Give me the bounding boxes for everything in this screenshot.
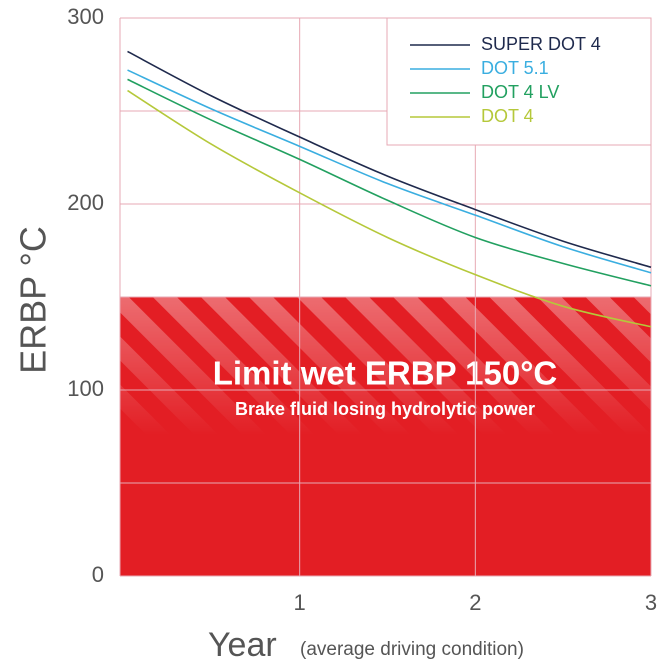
limit-text: Brake fluid losing hydrolytic power bbox=[235, 399, 535, 419]
y-tick-label: 200 bbox=[67, 190, 104, 215]
y-tick-label: 100 bbox=[67, 376, 104, 401]
legend-label: DOT 4 bbox=[481, 106, 534, 126]
hatch bbox=[120, 297, 651, 437]
legend-label: DOT 4 LV bbox=[481, 82, 559, 102]
legend-label: DOT 5.1 bbox=[481, 58, 549, 78]
series-line bbox=[127, 89, 652, 328]
y-axis-label: ERBP °C bbox=[13, 226, 54, 374]
legend-label: SUPER DOT 4 bbox=[481, 34, 601, 54]
y-tick-label: 0 bbox=[92, 562, 104, 587]
series-line bbox=[127, 50, 652, 269]
x-tick-label: 2 bbox=[469, 590, 481, 615]
limit-title: Limit wet ERBP 150°C bbox=[213, 355, 558, 392]
x-tick-label: 1 bbox=[294, 590, 306, 615]
y-tick-label: 300 bbox=[67, 4, 104, 29]
legend-box bbox=[386, 17, 652, 146]
x-axis-label: Year bbox=[208, 626, 277, 664]
x-axis-note: (average driving condition) bbox=[300, 639, 524, 660]
hatch-stripes bbox=[120, 297, 651, 437]
series-line bbox=[127, 69, 652, 274]
series-line bbox=[127, 78, 652, 287]
x-tick-label: 3 bbox=[645, 590, 657, 615]
